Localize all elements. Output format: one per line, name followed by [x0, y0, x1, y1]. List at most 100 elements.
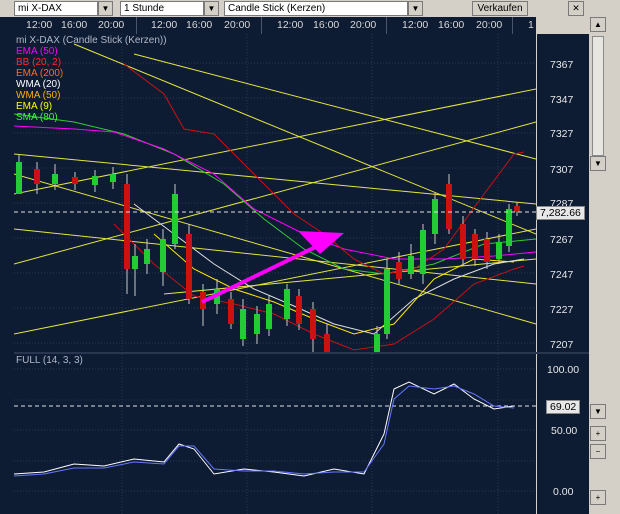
zoom-out-icon[interactable]: −: [590, 444, 606, 459]
zoom-in-icon[interactable]: +: [590, 490, 606, 505]
time-label: 16:00: [61, 19, 88, 31]
time-label: 12:00: [26, 19, 53, 31]
day-separator: [136, 17, 137, 34]
day-separator: [512, 17, 513, 34]
stoch-d-line: [14, 385, 515, 477]
candle-body: [514, 206, 520, 212]
chart-type-select[interactable]: Candle Stick (Kerzen): [224, 1, 408, 16]
trendline: [14, 228, 536, 335]
candle-body: [240, 309, 246, 339]
oscillator-axis-label: 100.00: [547, 364, 580, 376]
price-label: 7327: [550, 128, 574, 140]
oscillator-panel[interactable]: [14, 354, 536, 514]
legend-item: BB (20, 2): [16, 57, 62, 68]
dropdown-arrow-icon[interactable]: ▼: [408, 1, 423, 16]
time-label: 20:00: [476, 19, 503, 31]
arrow-head-icon: [298, 231, 344, 254]
legend-item: EMA (200): [16, 68, 64, 79]
candle-body: [72, 177, 78, 184]
trendline: [14, 88, 536, 195]
candle-body: [446, 184, 452, 229]
price-label: 7347: [550, 94, 574, 106]
oscillator-axis-label: 50.00: [551, 425, 578, 437]
trendline: [14, 173, 536, 325]
legend-item: EMA (50): [16, 46, 58, 57]
legend-item: WMA (20): [16, 79, 61, 90]
candle-body: [52, 174, 58, 184]
price-label: 7367: [550, 59, 574, 71]
instrument-select[interactable]: mi X-DAX: [14, 1, 98, 16]
time-label: 12:00: [402, 19, 429, 31]
price-chart-canvas: [14, 34, 536, 352]
dropdown-arrow-icon[interactable]: ▼: [98, 1, 113, 16]
left-gutter: [0, 17, 14, 514]
candle-body: [266, 304, 272, 329]
oscillator-value-badge: 69.02: [546, 400, 581, 414]
ema-line: [14, 125, 536, 260]
legend-item: EMA (9): [16, 101, 53, 112]
time-label: 16:00: [186, 19, 213, 31]
candle-body: [34, 169, 40, 184]
day-separator: [261, 17, 262, 34]
day-separator: [386, 17, 387, 34]
chart-legend: mi X-DAX (Candle Stick (Kerzen)) EMA (50…: [16, 35, 167, 123]
price-label: 7307: [550, 164, 574, 176]
trendline: [14, 228, 536, 285]
trendline: [73, 43, 536, 235]
time-label: 12:00: [151, 19, 178, 31]
time-label: 20:00: [224, 19, 251, 31]
candle-body: [92, 176, 98, 185]
oscillator-label: FULL (14, 3, 3): [16, 355, 83, 366]
time-label: 12:00: [277, 19, 304, 31]
wma-line: [133, 203, 525, 335]
scrollbar-thumb[interactable]: [592, 36, 604, 156]
candle-body: [284, 289, 290, 319]
candle-body: [172, 194, 178, 244]
price-label: 7267: [550, 234, 574, 246]
scroll-down-icon[interactable]: ▼: [590, 156, 606, 171]
sma-line: [14, 113, 536, 275]
candle-body: [484, 239, 490, 262]
trendline: [14, 121, 536, 265]
close-icon[interactable]: ✕: [568, 1, 584, 16]
candle-body: [124, 184, 130, 269]
price-label: 7207: [550, 339, 574, 351]
toolbar: mi X-DAX ▼ 1 Stunde ▼ Candle Stick (Kerz…: [0, 0, 620, 17]
candle-body: [384, 269, 390, 334]
price-label: 7247: [550, 269, 574, 281]
candle-body: [110, 174, 116, 182]
interval-select[interactable]: 1 Stunde: [120, 1, 204, 16]
price-chart-panel[interactable]: [14, 34, 536, 352]
time-label: 16:00: [438, 19, 465, 31]
candle-body: [396, 262, 402, 279]
candle-body: [132, 256, 138, 269]
candle-body: [254, 314, 260, 334]
current-price-badge: 7,282.66: [536, 206, 585, 220]
candle-body: [144, 249, 150, 264]
candle-body: [16, 162, 22, 194]
legend-title: mi X-DAX (Candle Stick (Kerzen)): [16, 35, 167, 46]
time-label: 16:00: [313, 19, 340, 31]
dropdown-arrow-icon[interactable]: ▼: [204, 1, 219, 16]
candle-body: [408, 256, 414, 274]
stoch-k-line: [14, 381, 515, 477]
candle-body: [420, 230, 426, 274]
scroll-up-icon[interactable]: ▲: [590, 17, 606, 32]
oscillator-axis-label: 0.00: [553, 486, 574, 498]
zoom-in-icon[interactable]: +: [590, 426, 606, 441]
candle-body: [324, 334, 330, 352]
candle-body: [432, 199, 438, 234]
price-axis: [537, 34, 589, 352]
oscillator-canvas: [14, 354, 536, 514]
scroll-down-icon[interactable]: ▼: [590, 404, 606, 419]
sell-button[interactable]: Verkaufen: [472, 1, 528, 16]
time-label: 20:00: [98, 19, 125, 31]
candle-body: [506, 209, 512, 246]
candle-body: [496, 242, 502, 259]
candle-body: [374, 334, 380, 352]
trendline: [133, 53, 536, 160]
panel-divider[interactable]: [14, 352, 589, 354]
candle-body: [460, 224, 466, 259]
legend-item: SMA (80): [16, 112, 58, 123]
candle-body: [296, 296, 302, 324]
